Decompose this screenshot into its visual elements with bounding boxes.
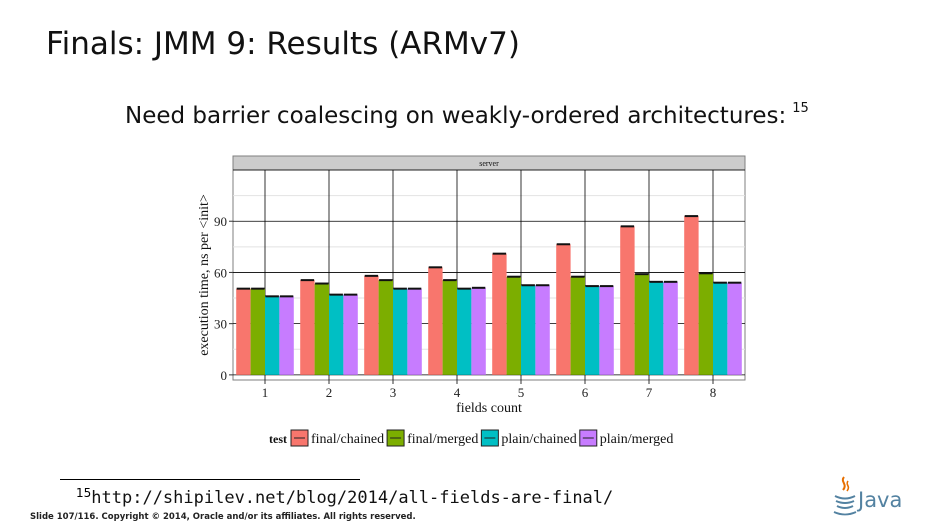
x-tick-label: 4	[454, 385, 461, 400]
subtitle-footnote-mark: 15	[792, 101, 809, 116]
bar	[492, 253, 507, 375]
bar	[521, 285, 536, 375]
x-tick-label: 8	[710, 385, 717, 400]
bar	[471, 287, 486, 375]
y-tick-label: 0	[221, 368, 228, 383]
bars	[236, 215, 742, 375]
y-tick-label: 60	[214, 265, 227, 280]
legend-entry-label: plain/merged	[600, 432, 674, 447]
bar	[428, 267, 443, 375]
bar	[585, 286, 600, 375]
legend-entry-label: plain/chained	[501, 432, 576, 447]
x-tick-label: 5	[518, 385, 525, 400]
y-tick-label: 90	[214, 214, 227, 229]
x-tick-label: 7	[646, 385, 653, 400]
x-tick-label: 6	[582, 385, 589, 400]
bar	[570, 276, 585, 375]
footnote: 15http://shipilev.net/blog/2014/all-fiel…	[76, 486, 613, 508]
x-tick-label: 3	[390, 385, 397, 400]
bar	[634, 274, 649, 375]
x-axis-label: fields count	[456, 401, 522, 416]
bar	[556, 244, 571, 375]
bar	[535, 285, 550, 375]
legend-title: test	[269, 432, 287, 446]
bar	[663, 281, 678, 375]
bar	[393, 288, 408, 375]
bar	[620, 226, 635, 375]
slide-title: Finals: JMM 9: Results (ARMv7)	[46, 26, 520, 62]
panel-strip-label: server	[479, 159, 499, 168]
bar	[300, 280, 315, 375]
bar	[378, 280, 393, 375]
bar	[236, 288, 251, 375]
java-cup-icon	[833, 476, 857, 516]
bar	[329, 294, 344, 375]
bar	[343, 294, 358, 375]
bar	[442, 280, 457, 375]
bar	[599, 286, 614, 375]
axes: 0 30 60 90 1 2 3 4 5 6 7 8	[214, 214, 716, 400]
subtitle-text: Need barrier coalescing on weakly-ordere…	[125, 103, 787, 129]
bar	[698, 273, 713, 375]
bar	[364, 275, 379, 375]
y-axis-label: execution time, ns per <init>	[197, 194, 212, 356]
bar	[250, 288, 265, 375]
bar	[684, 216, 699, 375]
y-tick-label: 30	[214, 317, 227, 332]
java-logo-text: Java	[858, 488, 903, 512]
legend-entry-label: final/chained	[311, 432, 384, 447]
footnote-link[interactable]: http://shipilev.net/blog/2014/all-fields…	[91, 488, 614, 508]
slide-footer: Slide 107/116. Copyright © 2014, Oracle …	[30, 512, 416, 522]
x-tick-label: 2	[326, 385, 333, 400]
bar	[407, 288, 422, 375]
bar	[506, 276, 521, 375]
x-tick-label: 1	[262, 385, 269, 400]
bar	[649, 281, 664, 375]
bar	[727, 282, 742, 375]
bar	[265, 296, 280, 375]
legend-entry-label: final/merged	[407, 432, 478, 447]
footnote-mark: 15	[76, 486, 92, 500]
footnote-rule	[60, 479, 360, 480]
bar	[279, 296, 294, 375]
bar	[457, 288, 472, 375]
java-logo: Java	[832, 474, 912, 520]
slide-subtitle: Need barrier coalescing on weakly-ordere…	[125, 101, 809, 129]
bar	[713, 282, 728, 375]
legend: test final/chained final/merged plain/chain…	[269, 429, 674, 447]
bar	[314, 283, 329, 375]
